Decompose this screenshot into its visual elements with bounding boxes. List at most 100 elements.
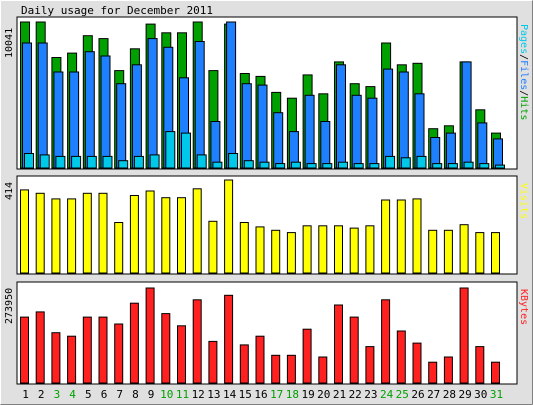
x-tick-label: 26: [411, 388, 424, 401]
top-legend: Pages/Files/Hits: [518, 24, 529, 120]
kbytes-bar: [381, 299, 391, 384]
files-bar: [37, 42, 48, 169]
kbytes-bar: [349, 316, 359, 384]
chart-title: Daily usage for December 2011: [21, 4, 213, 17]
visits-bar: [286, 232, 296, 274]
kbytes-bar: [428, 361, 438, 384]
x-tick-label: 22: [349, 388, 362, 401]
x-tick-label: 11: [176, 388, 189, 401]
kbytes-bar: [396, 330, 406, 384]
visits-bar: [255, 226, 265, 274]
files-bar: [210, 121, 221, 169]
visits-bar: [318, 225, 328, 274]
files-bar: [100, 55, 111, 169]
kbytes-bar: [114, 323, 124, 384]
top-max-label: 10041: [4, 28, 15, 58]
x-tick-label: 18: [286, 388, 299, 401]
files-bar: [131, 64, 142, 169]
kbytes-bar: [239, 344, 249, 384]
visits-bar: [475, 232, 485, 274]
kbytes-bar: [491, 361, 500, 384]
visits-bar: [349, 227, 359, 274]
x-tick-label: 5: [85, 388, 92, 401]
kbytes-bar: [129, 302, 139, 384]
pages-bar: [322, 163, 333, 169]
visits-bar: [161, 197, 171, 274]
files-bar: [116, 83, 127, 169]
x-tick-label: 29: [458, 388, 471, 401]
kbytes-panel: [16, 281, 518, 385]
x-tick-label: 17: [270, 388, 283, 401]
pages-bar: [24, 153, 34, 169]
legend-hits: Hits: [518, 96, 529, 120]
visits-bar: [491, 232, 500, 274]
visits-bar: [302, 225, 312, 274]
x-tick-label: 10: [160, 388, 173, 401]
pages-bar: [275, 163, 286, 169]
pages-bar: [149, 154, 160, 169]
kbytes-bar: [318, 356, 328, 384]
x-tick-label: 23: [364, 388, 377, 401]
pages-bar: [86, 155, 97, 169]
visits-panel: [16, 175, 518, 275]
pages-bar: [181, 132, 191, 169]
pages-bar: [306, 163, 317, 169]
legend-files: Files: [518, 60, 529, 90]
pages-bar: [102, 155, 113, 169]
files-bar: [351, 94, 362, 169]
files-bar: [22, 42, 32, 169]
pages-bar: [369, 163, 380, 169]
visits-bar: [35, 192, 45, 274]
pages-bar: [228, 153, 239, 169]
kbytes-bar: [51, 332, 61, 384]
x-tick-label: 28: [443, 388, 456, 401]
pages-bar: [71, 155, 82, 169]
pages-bar: [290, 161, 301, 169]
visits-bar: [51, 198, 61, 274]
files-bar: [84, 51, 95, 169]
x-tick-label: 15: [239, 388, 252, 401]
legend-separator: /: [518, 54, 529, 60]
pages-bar: [338, 161, 348, 169]
visits-bar: [396, 199, 406, 274]
kbytes-bar: [192, 299, 202, 384]
pages-bar: [416, 155, 427, 169]
kbytes-bar: [412, 342, 422, 384]
visits-bar: [224, 179, 234, 274]
visits-bar: [192, 188, 202, 274]
files-bar: [445, 132, 456, 169]
kbytes-bar: [286, 354, 296, 384]
kbytes-bar: [334, 304, 343, 384]
kbytes-bar: [67, 335, 77, 384]
pages-bar: [385, 155, 396, 169]
x-tick-label: 2: [38, 388, 45, 401]
pages-bar: [133, 155, 144, 169]
x-tick-label: 25: [396, 388, 409, 401]
visits-bar: [98, 192, 108, 274]
kbytes-bar: [255, 335, 265, 384]
pages-bar: [432, 163, 443, 169]
files-bar: [241, 83, 252, 169]
kbytes-bar: [177, 325, 186, 384]
pages-bar: [196, 154, 207, 169]
kbytes-bar: [208, 340, 218, 384]
kbytes-bar: [82, 316, 92, 384]
files-bar: [336, 64, 346, 169]
x-tick-label: 19: [301, 388, 314, 401]
x-tick-label: 20: [317, 388, 330, 401]
pages-bar: [243, 160, 254, 169]
kbytes-bar: [145, 287, 155, 384]
top-legend-text: Pages/Files/Hits: [518, 24, 529, 120]
files-bar: [320, 121, 331, 169]
x-tick-label: 6: [101, 388, 108, 401]
x-tick-label: 31: [490, 388, 503, 401]
visits-bar: [428, 229, 438, 274]
x-tick-label: 27: [427, 388, 440, 401]
panel-frame: [16, 281, 518, 385]
pages-bar: [495, 164, 505, 169]
panel-frame: [16, 175, 518, 275]
x-tick-label: 1: [22, 388, 29, 401]
pages-bar: [353, 163, 364, 169]
files-bar: [461, 61, 472, 169]
x-tick-label: 4: [69, 388, 76, 401]
